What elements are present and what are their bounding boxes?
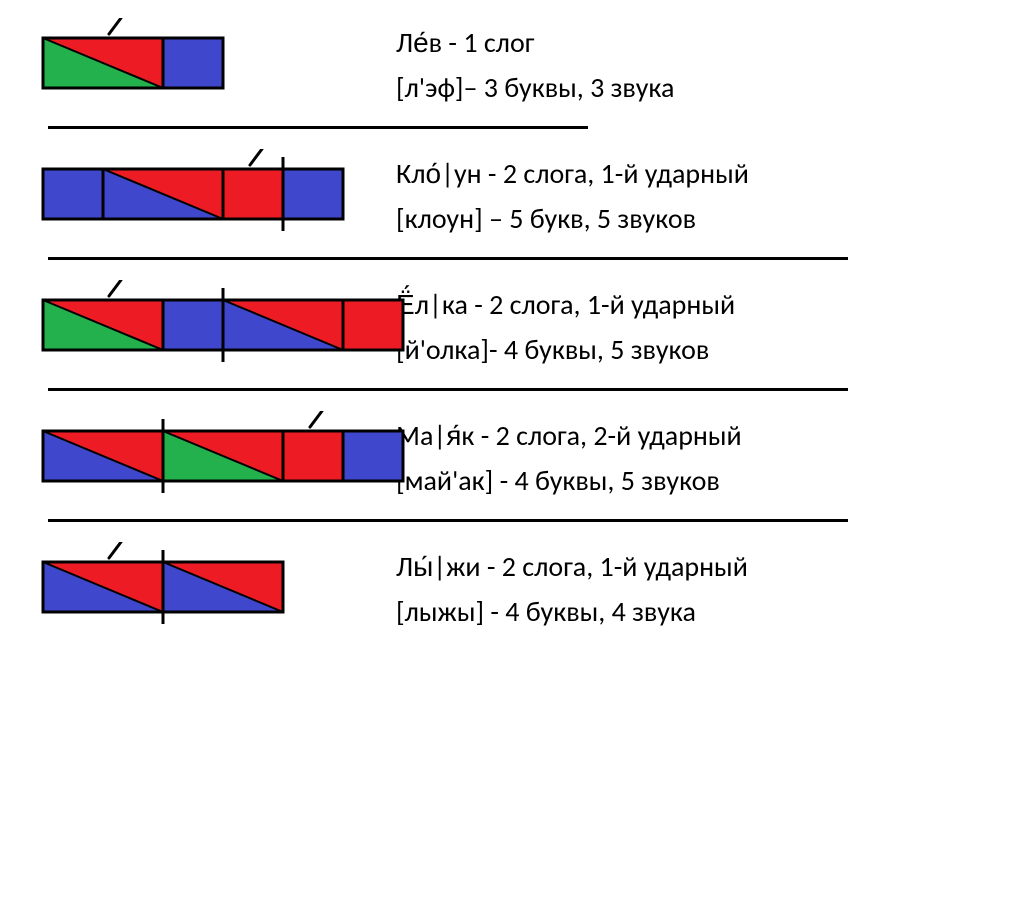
sound-cell <box>283 169 343 219</box>
section-divider <box>48 257 848 260</box>
diagram-column <box>18 411 388 505</box>
stress-mark <box>109 280 121 296</box>
word-syllable-line: Лы́|жи - 2 слога, 1-й ударный <box>396 549 992 584</box>
word-row-yolka: Ё́л|ка - 2 слога, 1-й ударный [й'олка]- 4… <box>18 280 992 374</box>
diagram-column <box>18 542 388 636</box>
sound-cell <box>163 300 223 350</box>
sound-cell <box>283 431 343 481</box>
word-row-mayak: Ма|я́к - 2 слога, 2-й ударный [май'ак] - … <box>18 411 992 505</box>
text-column: Ё́л|ка - 2 слога, 1-й ударный [й'олка]- 4… <box>388 287 992 367</box>
stress-mark <box>109 542 121 558</box>
word-phonetic-line: [клоун] – 5 букв, 5 звуков <box>396 201 992 236</box>
sound-scheme-lyzhi <box>18 542 291 636</box>
word-phonetic-line: [лыжы] - 4 буквы, 4 звука <box>396 594 992 629</box>
word-phonetic-line: [май'ак] - 4 буквы, 5 звуков <box>396 463 992 498</box>
sound-cell <box>43 169 103 219</box>
word-syllable-line: Ё́л|ка - 2 слога, 1-й ударный <box>396 287 992 322</box>
text-column: Ма|я́к - 2 слога, 2-й ударный [май'ак] - … <box>388 418 992 498</box>
sound-cell <box>343 300 403 350</box>
sound-scheme-lev <box>18 18 231 112</box>
sound-scheme-kloun <box>18 149 351 243</box>
word-row-kloun: Кло́|ун - 2 слога, 1-й ударный [клоун] – … <box>18 149 992 243</box>
word-syllable-line: Ле́в - 1 слог <box>396 25 992 60</box>
phonetic-diagram-list: Ле́в - 1 слог [л'эф]– 3 буквы, 3 звука Кло… <box>18 18 992 636</box>
word-phonetic-line: [л'эф]– 3 буквы, 3 звука <box>396 70 992 105</box>
word-syllable-line: Кло́|ун - 2 слога, 1-й ударный <box>396 156 992 191</box>
text-column: Ле́в - 1 слог [л'эф]– 3 буквы, 3 звука <box>388 25 992 105</box>
stress-mark <box>250 149 262 165</box>
diagram-column <box>18 149 388 243</box>
stress-mark <box>109 18 121 34</box>
sound-scheme-mayak <box>18 411 411 505</box>
sound-cell <box>343 431 403 481</box>
word-row-lev: Ле́в - 1 слог [л'эф]– 3 буквы, 3 звука <box>18 18 992 112</box>
section-divider <box>48 519 848 522</box>
text-column: Кло́|ун - 2 слога, 1-й ударный [клоун] – … <box>388 156 992 236</box>
text-column: Лы́|жи - 2 слога, 1-й ударный [лыжы] - 4 … <box>388 549 992 629</box>
sound-cell <box>223 169 283 219</box>
word-syllable-line: Ма|я́к - 2 слога, 2-й ударный <box>396 418 992 453</box>
word-phonetic-line: [й'олка]- 4 буквы, 5 звуков <box>396 332 992 367</box>
section-divider <box>48 126 588 129</box>
sound-cell <box>163 38 223 88</box>
diagram-column <box>18 280 388 374</box>
word-row-lyzhi: Лы́|жи - 2 слога, 1-й ударный [лыжы] - 4 … <box>18 542 992 636</box>
stress-mark <box>310 411 322 427</box>
diagram-column <box>18 18 388 112</box>
sound-scheme-yolka <box>18 280 411 374</box>
section-divider <box>48 388 848 391</box>
